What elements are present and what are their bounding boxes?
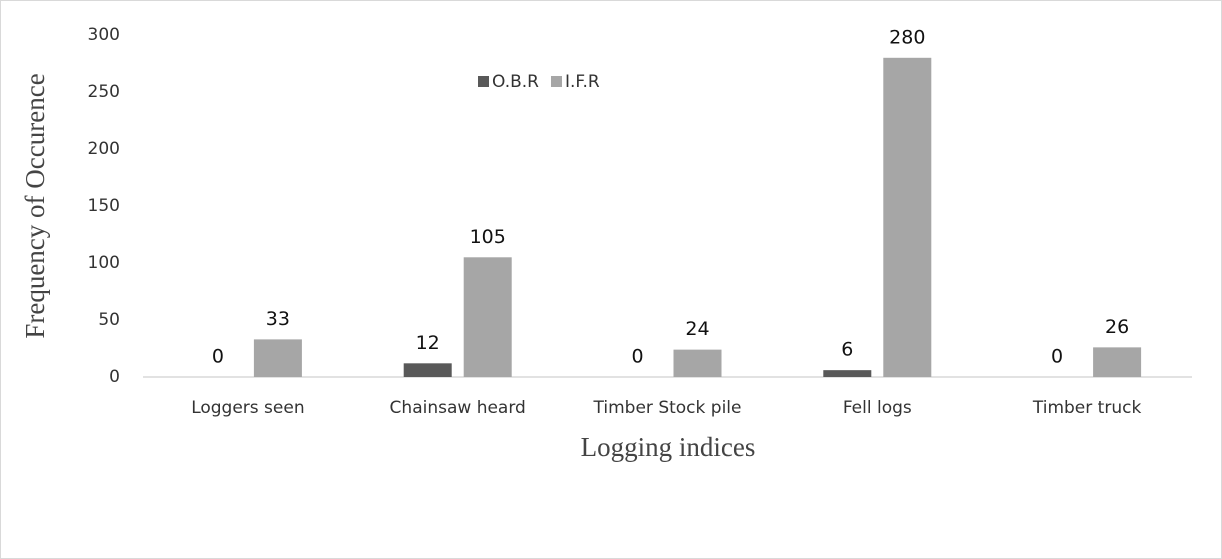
y-tick-label: 200	[88, 139, 120, 159]
y-axis-label: Frequency of Occurence	[20, 73, 50, 338]
legend-label: I.F.R	[565, 72, 600, 92]
x-tick-label: Chainsaw heard	[390, 398, 526, 418]
bar	[883, 57, 932, 378]
y-tick-label: 50	[98, 310, 120, 330]
bar	[823, 370, 872, 377]
bar	[1093, 347, 1142, 377]
x-tick-label: Timber Stock pile	[593, 398, 742, 418]
x-tick-label: Loggers seen	[191, 398, 304, 418]
legend-swatch	[550, 76, 562, 87]
x-tick-label: Timber truck	[1032, 398, 1142, 418]
legend-swatch	[478, 76, 489, 87]
value-label: 0	[1051, 346, 1063, 368]
value-label: 33	[266, 308, 290, 330]
value-label: 0	[631, 346, 643, 368]
value-label: 12	[416, 332, 440, 354]
value-label: 0	[212, 346, 224, 368]
y-tick-label: 0	[109, 367, 120, 387]
legend-label: O.B.R	[492, 72, 539, 92]
value-label: 24	[685, 318, 709, 340]
y-tick-label: 100	[88, 253, 120, 273]
value-label: 6	[841, 339, 853, 361]
bar	[463, 257, 512, 377]
bar	[673, 349, 722, 377]
y-tick-label: 150	[88, 196, 120, 216]
bar	[253, 339, 302, 377]
x-tick-label: Fell logs	[843, 398, 912, 418]
x-axis-label: Logging indices	[581, 432, 756, 462]
y-tick-label: 300	[88, 25, 120, 45]
y-tick-label: 250	[88, 82, 120, 102]
bar	[403, 363, 452, 377]
value-label: 280	[889, 26, 925, 48]
value-label: 26	[1105, 316, 1129, 338]
value-label: 105	[470, 226, 506, 248]
